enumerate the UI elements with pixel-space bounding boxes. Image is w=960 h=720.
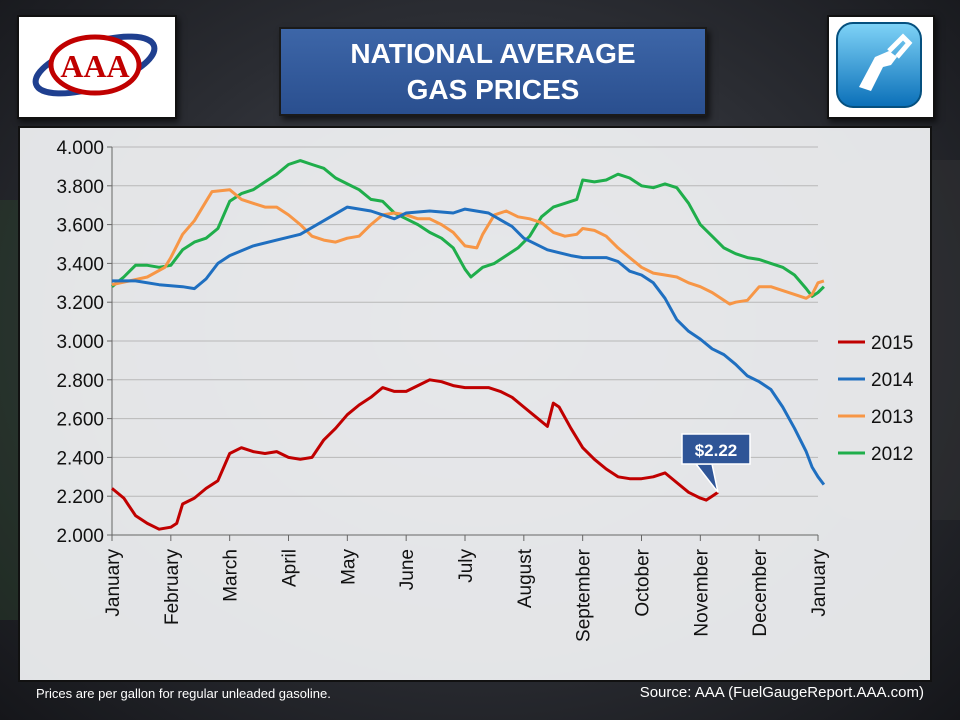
y-tick-label: 3.000 [56, 332, 104, 353]
y-tick-label: 4.000 [56, 138, 104, 159]
chart-panel: 4.000 3.800 3.600 3.400 3.200 3.000 2.800 2.600… [18, 126, 932, 682]
y-tick-label: 3.600 [56, 216, 104, 237]
fuel-pump-icon [827, 15, 935, 119]
x-tick-label: January [103, 549, 124, 617]
series-line-2013 [111, 188, 825, 306]
y-tick-label: 3.400 [56, 254, 104, 275]
y-tick-label: 2.400 [56, 448, 104, 469]
callout-label: $2.22 [695, 441, 738, 460]
y-tick-label: 2.000 [56, 526, 104, 547]
legend-label-2014: 2014 [871, 370, 914, 391]
legend-label-2012: 2012 [871, 444, 913, 465]
x-tick-label: September [574, 548, 595, 642]
line-chart: 4.000 3.800 3.600 3.400 3.200 3.000 2.800 2.600… [56, 138, 914, 642]
y-tick-label: 2.200 [56, 487, 104, 508]
x-tick-label: August [515, 548, 536, 608]
y-tick-label: 2.800 [56, 371, 104, 392]
series-line-2012 [111, 159, 825, 298]
x-tick-label: July [456, 549, 477, 583]
y-tick-label: 2.600 [56, 410, 104, 431]
title-line-1: NATIONAL AVERAGE [350, 37, 636, 69]
legend-label-2013: 2013 [871, 407, 913, 428]
x-tick-label: February [162, 549, 183, 626]
x-tick-label: April [280, 549, 301, 587]
y-tick-label: 3.800 [56, 177, 104, 198]
callout-pointer [694, 463, 719, 493]
source-note: Source: AAA (FuelGaugeReport.AAA.com) [639, 684, 924, 701]
series-line-2014 [112, 205, 826, 486]
x-tick-label: March [221, 549, 242, 602]
x-tick-label: November [691, 548, 712, 636]
title-line-2: GAS PRICES [406, 73, 580, 105]
x-tick-label: December [750, 548, 771, 636]
legend-label-2015: 2015 [871, 333, 913, 354]
aaa-logo: AAA [17, 15, 177, 119]
callout-box [681, 433, 751, 465]
x-tick-label: October [633, 548, 654, 616]
x-tick-label: January [809, 549, 830, 617]
x-tick-label: June [397, 549, 418, 590]
y-tick-label: 3.200 [56, 293, 104, 314]
x-tick-label: May [338, 549, 359, 585]
aaa-logo-text: AAA [60, 48, 129, 84]
chart-title: NATIONAL AVERAGE GAS PRICES [279, 27, 707, 116]
footnote: Prices are per gallon for regular unlead… [36, 686, 331, 701]
series-line-2015 [111, 378, 719, 531]
